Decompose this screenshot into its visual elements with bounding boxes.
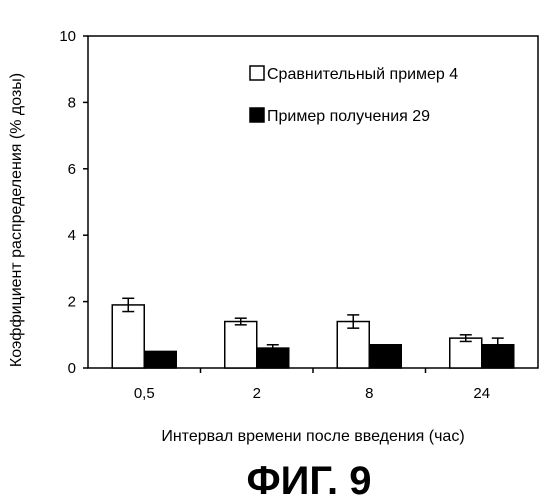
y-tick-label: 6: [68, 161, 76, 178]
bar: [225, 322, 257, 368]
y-tick-label: 8: [68, 94, 76, 111]
plot-frame: [88, 36, 538, 368]
x-tick-label: 0,5: [134, 385, 155, 402]
legend-swatch: [250, 108, 264, 122]
bar: [450, 338, 482, 368]
x-axis-title: Интервал времени после введения (час): [161, 428, 464, 445]
bar: [369, 345, 401, 368]
legend-label: Пример получения 29: [267, 108, 430, 125]
y-tick-label: 0: [68, 360, 76, 377]
y-axis-title: Коэффициент распределения (% дозы): [8, 73, 25, 367]
legend-label: Сравнительный пример 4: [267, 66, 458, 83]
legend: Сравнительный пример 4 Пример получения 2…: [250, 66, 458, 125]
y-tick-label: 10: [59, 28, 76, 45]
x-tick-label: 2: [253, 385, 261, 402]
bar: [112, 305, 144, 368]
plot-area: 02468100,52824: [59, 28, 538, 402]
legend-swatch: [250, 66, 264, 80]
y-tick-label: 2: [68, 294, 76, 311]
figure-label: ФИГ. 9: [246, 459, 371, 500]
bar: [144, 351, 176, 368]
x-tick-label: 8: [365, 385, 373, 402]
x-tick-label: 24: [473, 385, 490, 402]
y-tick-label: 4: [68, 227, 76, 244]
